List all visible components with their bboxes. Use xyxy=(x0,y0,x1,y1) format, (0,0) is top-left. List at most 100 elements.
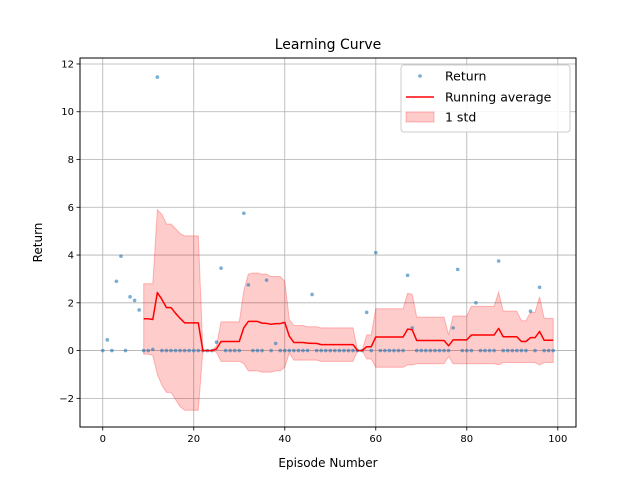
y-axis-ticks: −2 0 2 4 6 8 10 12 xyxy=(59,59,80,405)
return-point xyxy=(483,348,487,353)
return-point xyxy=(442,348,446,353)
return-point xyxy=(537,285,542,290)
return-point xyxy=(342,348,346,353)
return-point xyxy=(446,348,451,353)
return-point xyxy=(510,348,515,353)
return-point xyxy=(383,348,387,353)
return-point xyxy=(392,348,396,353)
return-point xyxy=(282,348,287,353)
return-point xyxy=(533,348,537,353)
return-point xyxy=(387,348,392,353)
return-point xyxy=(378,348,383,353)
return-point xyxy=(187,348,192,353)
return-point xyxy=(455,267,460,272)
return-point xyxy=(437,348,442,353)
return-point xyxy=(191,348,196,353)
return-point xyxy=(251,348,255,353)
return-point xyxy=(319,348,323,353)
legend-std-marker xyxy=(405,111,435,123)
return-point xyxy=(242,211,246,216)
x-tick-label: 0 xyxy=(100,434,106,445)
return-point xyxy=(255,348,260,353)
return-point xyxy=(246,283,251,287)
y-tick-label: 10 xyxy=(61,107,74,118)
return-point xyxy=(196,348,201,353)
std-band xyxy=(143,208,554,411)
legend-box xyxy=(400,64,571,133)
plot-frame xyxy=(79,57,577,428)
return-point xyxy=(155,75,160,79)
running-average-line xyxy=(143,291,554,352)
return-point xyxy=(305,348,310,353)
return-point xyxy=(396,348,401,353)
return-point xyxy=(296,348,301,353)
return-point xyxy=(451,326,455,330)
return-point xyxy=(273,341,278,346)
return-point xyxy=(237,348,242,353)
return-point xyxy=(310,292,314,297)
return-point xyxy=(146,348,151,353)
return-point xyxy=(141,348,146,353)
return-point xyxy=(373,250,378,255)
return-point xyxy=(173,348,178,353)
return-point xyxy=(292,348,296,353)
return-point xyxy=(424,348,428,353)
return-point xyxy=(546,348,551,353)
legend: Return Running average 1 std xyxy=(400,64,571,133)
return-point xyxy=(110,348,114,353)
legend-return-marker xyxy=(418,74,422,78)
return-point xyxy=(169,348,173,353)
return-point xyxy=(333,348,337,353)
return-point xyxy=(428,348,433,353)
return-point xyxy=(260,348,264,353)
return-point xyxy=(346,348,351,353)
legend-return-label: Return xyxy=(445,69,486,84)
return-point xyxy=(542,348,546,353)
return-points-layer xyxy=(100,75,556,353)
return-point xyxy=(287,348,292,353)
return-point xyxy=(551,348,556,353)
return-point xyxy=(419,348,424,353)
return-point xyxy=(160,348,164,353)
return-point xyxy=(405,273,410,278)
return-point xyxy=(264,278,269,282)
return-point xyxy=(269,348,273,353)
return-point xyxy=(369,348,374,353)
return-point xyxy=(314,348,319,353)
return-point xyxy=(487,348,492,353)
return-point xyxy=(464,348,469,353)
legend-std-label: 1 std xyxy=(445,110,476,125)
return-point xyxy=(278,348,283,353)
return-point xyxy=(164,348,169,353)
return-point xyxy=(474,301,478,305)
return-point xyxy=(501,348,505,353)
y-tick-label: 6 xyxy=(68,203,74,214)
y-tick-label: 8 xyxy=(68,155,74,166)
return-point xyxy=(460,348,465,353)
std-band-layer xyxy=(143,208,554,411)
x-axis-ticks: 0 20 40 60 80 100 xyxy=(100,427,567,445)
return-point xyxy=(524,348,528,353)
return-point xyxy=(223,348,228,353)
x-tick-label: 60 xyxy=(369,434,382,445)
legend-running-average-label: Running average xyxy=(445,90,552,105)
running-average-layer xyxy=(143,291,554,352)
return-point xyxy=(519,348,524,353)
return-point xyxy=(232,348,237,353)
return-point xyxy=(119,254,123,259)
return-point xyxy=(337,348,342,353)
return-point xyxy=(469,348,474,353)
return-point xyxy=(132,298,137,303)
return-point xyxy=(128,295,132,299)
return-point xyxy=(323,348,328,353)
return-point xyxy=(515,348,519,353)
return-point xyxy=(496,259,501,263)
return-point xyxy=(151,347,155,352)
return-point xyxy=(433,348,437,353)
return-point xyxy=(351,348,355,353)
y-tick-label: −2 xyxy=(59,394,74,405)
return-point xyxy=(301,348,305,353)
chart-title: Learning Curve xyxy=(275,37,382,53)
y-tick-label: 2 xyxy=(68,298,74,309)
return-point xyxy=(219,266,223,270)
